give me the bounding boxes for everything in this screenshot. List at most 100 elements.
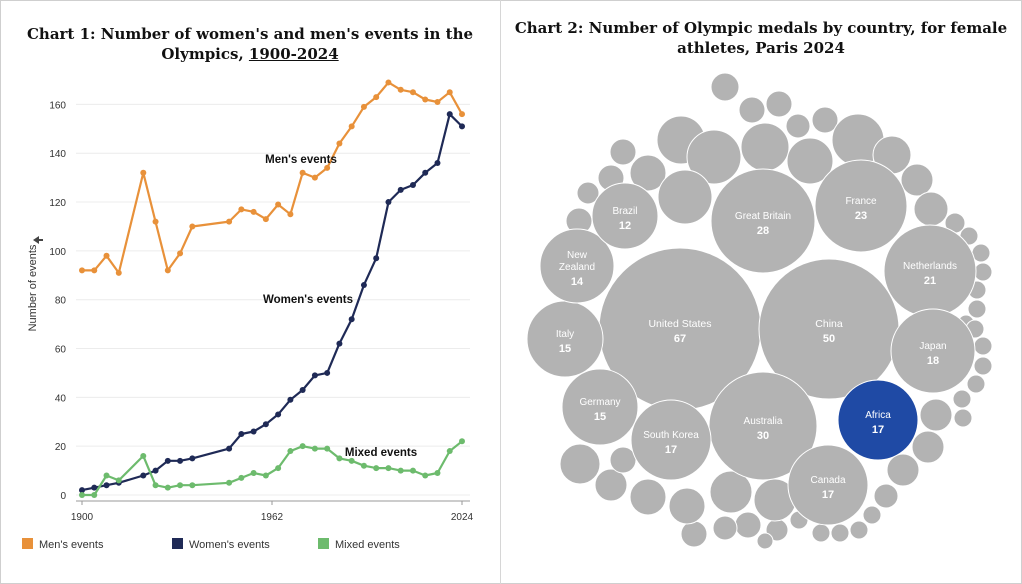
y-tick-label: 0	[60, 491, 66, 502]
data-point	[336, 340, 343, 347]
series-men-s-events	[79, 79, 465, 276]
data-point	[434, 98, 441, 105]
data-point	[250, 428, 257, 435]
data-point	[262, 421, 269, 428]
bubble-name: Africa	[865, 410, 891, 421]
y-tick-label: 60	[55, 345, 67, 356]
data-point	[373, 255, 380, 262]
data-point	[189, 455, 196, 462]
bubble-name: France	[845, 196, 877, 207]
bubble-small	[913, 191, 949, 227]
series-annotation: Mixed events	[345, 447, 417, 459]
data-point	[238, 474, 245, 481]
bubble-italy: Italy 15	[526, 300, 604, 378]
bubble-small	[953, 408, 973, 428]
chart1-title-main: Chart 1: Number of women's and men's eve…	[26, 25, 474, 63]
bubble-australia: Australia 30	[708, 371, 818, 481]
bubble-small	[900, 163, 934, 197]
data-point	[459, 111, 465, 118]
bubble-name: Italy	[556, 329, 574, 340]
bubble-small	[811, 106, 839, 134]
data-point	[238, 206, 245, 213]
data-point	[422, 169, 429, 176]
bubble-small	[712, 515, 738, 541]
bubble-small	[973, 336, 993, 356]
bubble-name: South Korea	[643, 430, 699, 441]
bubble-small	[668, 487, 706, 525]
bubble-name: Germany	[579, 397, 620, 408]
data-point	[262, 472, 269, 479]
bubble-name: Japan	[919, 341, 946, 352]
data-point	[189, 223, 196, 230]
bubble-small	[952, 389, 972, 409]
series-mixed-events	[79, 438, 465, 498]
bubble-small	[559, 443, 601, 485]
data-point	[360, 462, 367, 469]
y-tick-label: 160	[49, 100, 66, 111]
data-point	[79, 492, 85, 498]
chart1-title-years: 1900-2024	[248, 45, 339, 63]
bubble-value: 15	[559, 343, 571, 355]
bubble-value: 30	[757, 430, 769, 442]
data-point	[275, 411, 282, 418]
bubble-small	[973, 262, 993, 282]
data-point	[262, 216, 269, 223]
data-point	[238, 430, 245, 437]
bubble-value: 12	[619, 220, 631, 232]
data-point	[140, 169, 147, 176]
data-point	[103, 252, 110, 259]
legend-label: Women's events	[189, 539, 270, 551]
data-point	[299, 387, 306, 394]
data-point	[275, 201, 282, 208]
data-point	[397, 186, 404, 193]
data-point	[177, 457, 184, 464]
data-point	[299, 443, 306, 450]
bubble-japan: Japan 18	[890, 308, 976, 394]
data-point	[348, 457, 355, 464]
bubble-small	[873, 483, 899, 509]
chart1-panel: Chart 1: Number of women's and men's eve…	[0, 0, 500, 584]
bubble-circle	[814, 159, 908, 253]
bubble-small	[756, 532, 774, 550]
bubble-name: Great Britain	[735, 211, 791, 222]
x-tick-label: 1900	[71, 512, 94, 523]
data-point	[115, 269, 122, 276]
chart1-title: Chart 1: Number of women's and men's eve…	[20, 24, 480, 64]
data-point	[91, 267, 98, 274]
data-point	[348, 316, 355, 323]
series-annotation: Women's events	[263, 294, 353, 306]
data-point	[91, 484, 98, 491]
legend-label: Mixed events	[335, 539, 400, 551]
data-point	[140, 452, 147, 459]
bubble-small	[738, 96, 766, 124]
legend-item: Mixed events	[318, 538, 400, 551]
data-point	[226, 218, 233, 225]
data-point	[446, 111, 453, 118]
legend-swatch	[22, 538, 33, 549]
legend-item: Men's events	[22, 538, 104, 551]
bubble-germany: Germany 15	[561, 368, 639, 446]
bubble-small	[629, 154, 667, 192]
bubble-small	[657, 169, 713, 225]
bubble-value: 21	[924, 275, 936, 287]
data-point	[348, 123, 355, 130]
data-point	[287, 396, 294, 403]
bubble-small	[765, 90, 793, 118]
bubble-circle	[630, 399, 712, 481]
series-women-s-events	[79, 111, 465, 494]
bubble-value: 14	[571, 276, 584, 288]
data-point	[409, 181, 416, 188]
data-point	[459, 123, 465, 130]
data-point	[446, 89, 453, 96]
bubble-value: 50	[823, 333, 835, 345]
bubble-small	[966, 374, 986, 394]
bubble-china: China 50	[758, 258, 900, 400]
legend-label: Men's events	[39, 539, 104, 551]
bubble-south-korea: South Korea 17	[630, 399, 712, 481]
data-point	[336, 455, 343, 462]
data-point	[275, 465, 282, 472]
bubble-circle	[787, 444, 869, 526]
data-point	[360, 282, 367, 289]
bubble-small	[594, 468, 628, 502]
data-point	[422, 96, 429, 103]
